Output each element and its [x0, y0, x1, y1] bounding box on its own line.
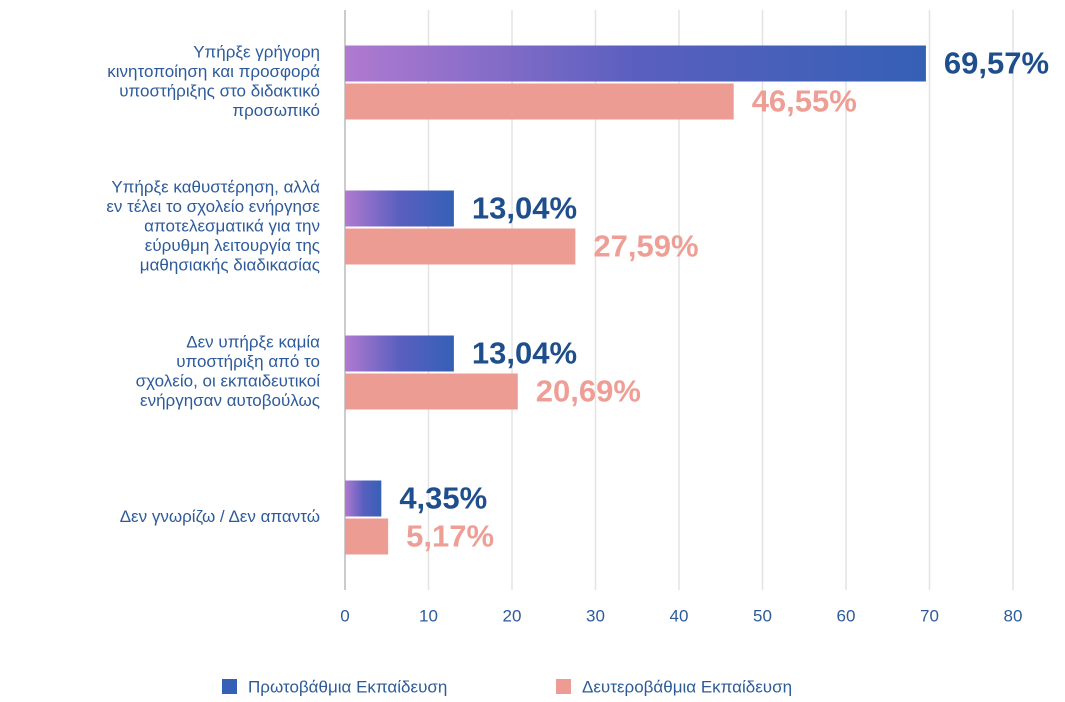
- category-label: Δεν υπήρξε καμία υποστήριξη από το σχολείο…: [136, 333, 321, 411]
- bar: [345, 45, 926, 82]
- value-label: 27,59%: [593, 229, 698, 264]
- legend-swatch: [556, 679, 571, 694]
- bar: [345, 190, 454, 227]
- bar: [345, 480, 382, 517]
- x-tick-label: 10: [419, 606, 438, 625]
- x-tick-label: 0: [340, 606, 349, 625]
- x-tick-label: 20: [503, 606, 522, 625]
- x-tick-label: 80: [1004, 606, 1023, 625]
- value-label: 5,17%: [406, 519, 494, 554]
- value-label: 13,04%: [472, 191, 577, 226]
- bar: [345, 518, 389, 555]
- category-label: Υπήρξε καθυστέρηση, αλλά εν τέλει το σχολ…: [106, 178, 320, 275]
- bar: [345, 335, 454, 372]
- category-label: Υπήρξε γρήγορη κινητοποίηση και προσφορά υ…: [107, 43, 320, 121]
- value-label: 4,35%: [399, 481, 487, 516]
- legend-label: Πρωτοβάθμια Εκπαίδευση: [248, 677, 447, 696]
- legend-label: Δευτεροβάθμια Εκπαίδευση: [582, 677, 792, 696]
- x-tick-label: 50: [753, 606, 772, 625]
- x-tick-label: 30: [586, 606, 605, 625]
- value-label: 13,04%: [472, 336, 577, 371]
- x-tick-label: 60: [837, 606, 856, 625]
- value-label: 46,55%: [752, 84, 857, 119]
- bar: [345, 83, 734, 120]
- value-label: 20,69%: [536, 374, 641, 409]
- category-label: Δεν γνωρίζω / Δεν απαντώ: [120, 507, 320, 526]
- x-tick-label: 40: [670, 606, 689, 625]
- x-tick-label: 70: [920, 606, 939, 625]
- bar: [345, 373, 518, 410]
- legend-swatch: [222, 679, 237, 694]
- bar: [345, 228, 576, 265]
- value-label: 69,57%: [944, 46, 1049, 81]
